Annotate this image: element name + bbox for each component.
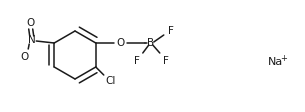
Text: Na: Na — [268, 57, 283, 67]
Text: F: F — [163, 56, 169, 66]
Text: O: O — [117, 38, 125, 48]
Text: F: F — [134, 56, 140, 66]
Text: Cl: Cl — [106, 76, 116, 86]
Text: +: + — [280, 54, 287, 62]
Text: O: O — [20, 52, 28, 62]
Text: B: B — [147, 38, 154, 48]
Text: O: O — [26, 18, 34, 28]
Text: N: N — [28, 35, 36, 45]
Text: F: F — [168, 26, 174, 36]
